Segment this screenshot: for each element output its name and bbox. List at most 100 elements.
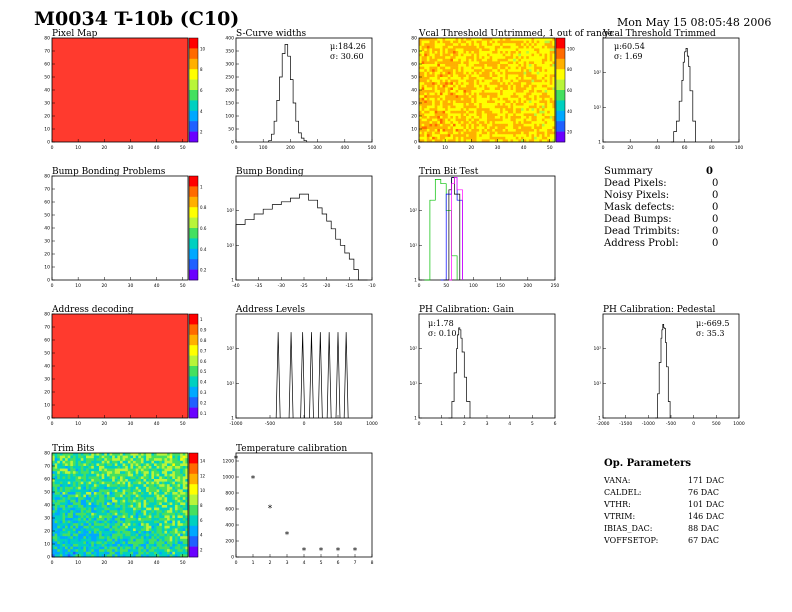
heatmap-cell [497,87,501,91]
heatmap-cell [539,100,543,104]
heatmap-cell [487,45,490,49]
heatmap-cell [161,502,165,506]
heatmap-cell [57,541,61,545]
heatmap-cell [67,546,71,550]
heatmap-cell [445,79,449,83]
heatmap-cell [96,455,100,459]
heatmap-cell [458,129,462,132]
heatmap-cell [156,484,160,488]
heatmap-cell [453,116,456,119]
heatmap-cell [552,79,556,83]
heatmap-cell [541,84,545,88]
heatmap-cell [83,460,87,464]
heatmap-cell [476,43,480,47]
heatmap-cell [437,45,441,49]
heatmap-cell [531,56,535,60]
heatmap-cell [481,45,485,49]
x-tick-label: 50 [180,560,186,566]
heatmap-cell [140,497,144,501]
heatmap-cell [447,66,451,70]
heatmap-cell [164,528,168,532]
heatmap-cell [450,45,454,49]
heatmap-cell [481,82,485,86]
heatmap-cell [442,116,446,119]
heatmap-cell [80,460,84,464]
heatmap-cell [497,71,501,75]
heatmap-cell [429,126,433,130]
heatmap-cell [484,66,488,70]
heatmap-cell [70,525,74,529]
heatmap-cell [539,87,543,91]
heatmap-cell [117,536,121,540]
heatmap-cell [177,476,181,480]
heatmap-cell [481,51,485,54]
x-tick-label: 4 [303,560,306,566]
heatmap-cell [518,105,522,109]
heatmap-cell [78,533,82,537]
heatmap-cell [80,551,84,555]
heatmap-cell [185,544,189,547]
x-tick-label: 0 [235,145,238,151]
heatmap-cell [54,544,58,547]
heatmap-cell [122,486,126,490]
heatmap-cell [167,473,170,477]
heatmap-cell [54,549,58,553]
heatmap-cell [528,69,532,73]
heatmap-cell [154,484,157,488]
heatmap-cell [432,82,435,86]
heatmap-cell [460,43,464,47]
heatmap-cell [154,497,157,501]
heatmap-cell [99,551,102,555]
heatmap-cell [513,74,517,78]
heatmap-cell [492,123,496,127]
heatmap-cell [481,95,485,99]
heatmap-cell [547,84,551,88]
heatmap-cell [164,538,168,542]
heatmap-cell [497,56,501,60]
heatmap-cell [479,97,483,101]
heatmap-cell [138,489,142,493]
heatmap-cell [426,71,430,75]
heatmap-cell [432,100,435,104]
heatmap-cell [146,507,150,511]
heatmap-cell [476,87,480,91]
heatmap-cell [99,546,102,550]
heatmap-cell [531,118,535,122]
heatmap-cell [104,544,108,547]
heatmap-cell [130,538,134,542]
heatmap-cell [120,510,123,514]
heatmap-cell [140,541,144,545]
heatmap-cell [521,108,524,112]
heatmap-cell [122,471,126,475]
heatmap-cell [180,486,184,490]
heatmap-cell [112,505,116,508]
colorbar-tick-label: 40 [567,109,573,114]
x-tick-label: 6 [337,560,340,566]
heatmap-cell [523,118,527,122]
heatmap-cell [117,502,121,506]
heatmap-cell [78,468,82,472]
heatmap-cell [531,129,535,132]
heatmap-cell [151,489,155,493]
heatmap-cell [117,520,121,524]
heatmap-cell [487,58,490,62]
heatmap-cell [547,108,551,112]
heatmap-cell [437,105,441,109]
heatmap-cell [463,48,467,52]
heatmap-cell [453,97,456,101]
heatmap-cell [500,134,503,138]
heatmap-cell [52,494,55,498]
heatmap-cell [521,56,524,60]
heatmap-cell [156,512,160,516]
heatmap-cell [164,489,168,493]
x-tick-label: 100 [469,283,478,289]
heatmap-cell [523,92,527,96]
heatmap-cell [112,533,116,537]
heatmap-cell [67,549,71,553]
heatmap-cell [83,528,87,532]
heatmap-cell [541,105,545,109]
op-param-value: 171 DAC [688,476,725,485]
heatmap-cell [114,544,118,547]
heatmap-cell [544,105,548,109]
heatmap-cell [177,528,181,532]
